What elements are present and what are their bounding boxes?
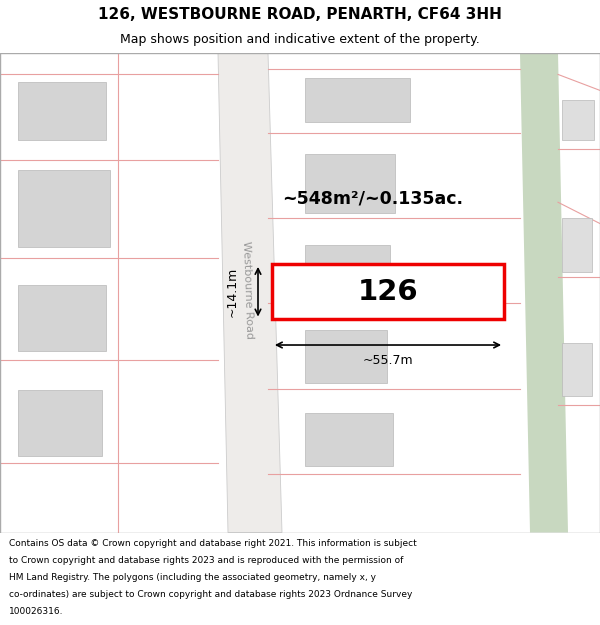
Text: 126, WESTBOURNE ROAD, PENARTH, CF64 3HH: 126, WESTBOURNE ROAD, PENARTH, CF64 3HH [98,8,502,22]
Bar [305,245,390,298]
Text: Map shows position and indicative extent of the property.: Map shows position and indicative extent… [120,33,480,46]
Bar [562,343,592,396]
Bar [18,82,106,141]
Bar [562,100,594,141]
Text: ~14.1m: ~14.1m [226,267,239,317]
Polygon shape [520,53,568,532]
Text: ~548m²/~0.135ac.: ~548m²/~0.135ac. [282,189,463,207]
Bar [562,218,592,271]
Text: to Crown copyright and database rights 2023 and is reproduced with the permissio: to Crown copyright and database rights 2… [9,556,403,565]
Bar [305,413,393,466]
Bar [272,264,504,319]
Text: 126: 126 [358,278,418,306]
Bar [305,330,387,383]
Polygon shape [218,53,282,532]
Bar [305,78,410,122]
Bar [18,390,102,456]
Text: Westbourne Road: Westbourne Road [241,241,255,339]
Bar [18,170,110,247]
Text: Contains OS data © Crown copyright and database right 2021. This information is : Contains OS data © Crown copyright and d… [9,539,417,548]
Text: co-ordinates) are subject to Crown copyright and database rights 2023 Ordnance S: co-ordinates) are subject to Crown copyr… [9,590,412,599]
Text: HM Land Registry. The polygons (including the associated geometry, namely x, y: HM Land Registry. The polygons (includin… [9,573,376,582]
Text: 100026316.: 100026316. [9,608,64,616]
Text: ~55.7m: ~55.7m [362,354,413,367]
Bar [18,286,106,351]
Bar [305,154,395,213]
